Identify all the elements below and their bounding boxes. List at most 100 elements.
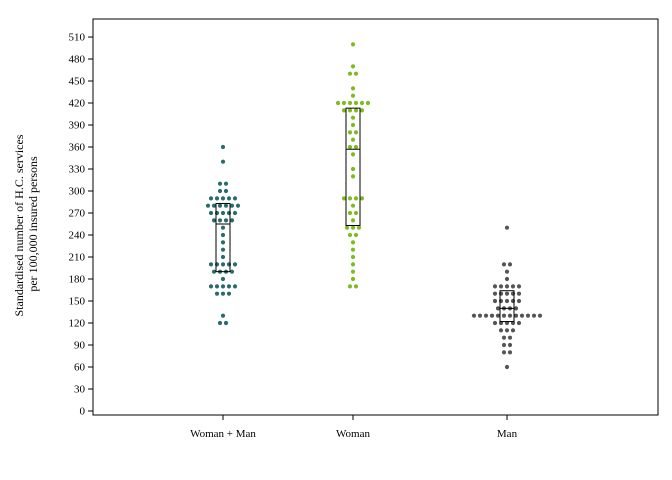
data-point bbox=[353, 108, 359, 113]
y-tick-label: 450 bbox=[69, 76, 86, 88]
data-point bbox=[217, 320, 223, 326]
data-point bbox=[350, 240, 356, 245]
data-point bbox=[217, 203, 223, 208]
data-point bbox=[232, 262, 238, 267]
data-point bbox=[471, 313, 477, 318]
data-point bbox=[350, 64, 356, 69]
data-point bbox=[350, 269, 356, 274]
box-overlays bbox=[215, 107, 515, 323]
data-point bbox=[516, 291, 522, 296]
data-point bbox=[359, 196, 365, 201]
data-point bbox=[507, 342, 513, 348]
y-axis-title-line-1: Standardised number of H.C. services bbox=[12, 134, 26, 316]
data-point bbox=[350, 254, 356, 260]
data-point bbox=[501, 350, 507, 355]
data-point bbox=[350, 42, 356, 47]
y-axis-title: Standardised number of H.C. services per… bbox=[12, 132, 40, 317]
y-tick-label: 90 bbox=[74, 340, 86, 352]
box bbox=[345, 107, 361, 226]
data-point bbox=[344, 225, 350, 230]
data-point bbox=[498, 284, 504, 289]
data-point bbox=[350, 93, 356, 98]
data-point bbox=[350, 166, 356, 172]
data-point bbox=[501, 335, 507, 340]
y-tick-label: 0 bbox=[80, 406, 86, 418]
data-point bbox=[208, 262, 214, 267]
data-point bbox=[507, 335, 513, 340]
data-point bbox=[525, 313, 531, 318]
data-point bbox=[211, 203, 217, 208]
data-point bbox=[211, 218, 217, 223]
data-point bbox=[223, 320, 229, 326]
data-point bbox=[208, 196, 214, 201]
data-point bbox=[504, 284, 510, 289]
data-point bbox=[353, 130, 359, 135]
data-point bbox=[353, 232, 359, 238]
data-point bbox=[353, 100, 359, 106]
y-tick-label: 390 bbox=[69, 120, 86, 132]
data-point bbox=[223, 218, 229, 223]
data-point bbox=[531, 313, 537, 318]
data-point bbox=[359, 108, 365, 113]
data-point bbox=[359, 100, 365, 106]
data-point bbox=[501, 342, 507, 348]
data-point bbox=[516, 320, 522, 326]
data-point bbox=[226, 196, 232, 201]
data-point bbox=[353, 71, 359, 76]
data-point bbox=[510, 284, 516, 289]
data-point bbox=[341, 100, 347, 106]
y-tick-label: 510 bbox=[69, 32, 86, 44]
y-tick-label: 270 bbox=[69, 208, 86, 220]
data-point bbox=[492, 284, 498, 289]
data-point bbox=[220, 196, 226, 201]
data-point bbox=[495, 313, 501, 318]
data-point bbox=[214, 284, 220, 289]
data-point bbox=[353, 284, 359, 289]
data-point bbox=[220, 210, 226, 216]
y-tick-label: 60 bbox=[74, 362, 86, 374]
data-point bbox=[232, 196, 238, 201]
data-point bbox=[341, 196, 347, 201]
y-tick-label: 480 bbox=[69, 54, 86, 66]
data-point bbox=[220, 291, 226, 296]
data-point bbox=[335, 100, 341, 106]
data-point bbox=[501, 262, 507, 267]
data-point bbox=[350, 137, 356, 142]
data-point bbox=[211, 269, 217, 274]
data-point bbox=[208, 210, 214, 216]
data-point bbox=[501, 313, 507, 318]
data-point bbox=[220, 159, 226, 164]
y-tick-label: 420 bbox=[69, 98, 86, 110]
y-tick-label: 360 bbox=[69, 142, 86, 154]
data-point bbox=[350, 115, 356, 120]
data-point bbox=[217, 188, 223, 194]
data-point bbox=[229, 269, 235, 274]
y-tick-label: 150 bbox=[69, 296, 86, 308]
data-point bbox=[350, 225, 356, 230]
data-point bbox=[504, 328, 510, 333]
data-point bbox=[347, 108, 353, 113]
data-point bbox=[214, 196, 220, 201]
y-tick-label: 330 bbox=[69, 164, 86, 176]
data-point bbox=[507, 313, 513, 318]
y-tick-label: 240 bbox=[69, 230, 86, 242]
data-point bbox=[214, 291, 220, 296]
data-point bbox=[350, 247, 356, 252]
data-point bbox=[504, 298, 510, 304]
data-point bbox=[492, 320, 498, 326]
data-point bbox=[353, 196, 359, 201]
data-point bbox=[220, 232, 226, 238]
data-point bbox=[483, 313, 489, 318]
data-point bbox=[223, 203, 229, 208]
data-point bbox=[208, 284, 214, 289]
x-axis: Woman + Man Woman Man bbox=[190, 415, 518, 440]
data-point bbox=[492, 291, 498, 296]
data-point bbox=[365, 100, 371, 106]
data-point bbox=[220, 144, 226, 150]
data-point bbox=[507, 350, 513, 355]
data-point bbox=[226, 291, 232, 296]
data-point bbox=[220, 313, 226, 318]
y-tick-label: 180 bbox=[69, 274, 86, 286]
data-point bbox=[347, 196, 353, 201]
